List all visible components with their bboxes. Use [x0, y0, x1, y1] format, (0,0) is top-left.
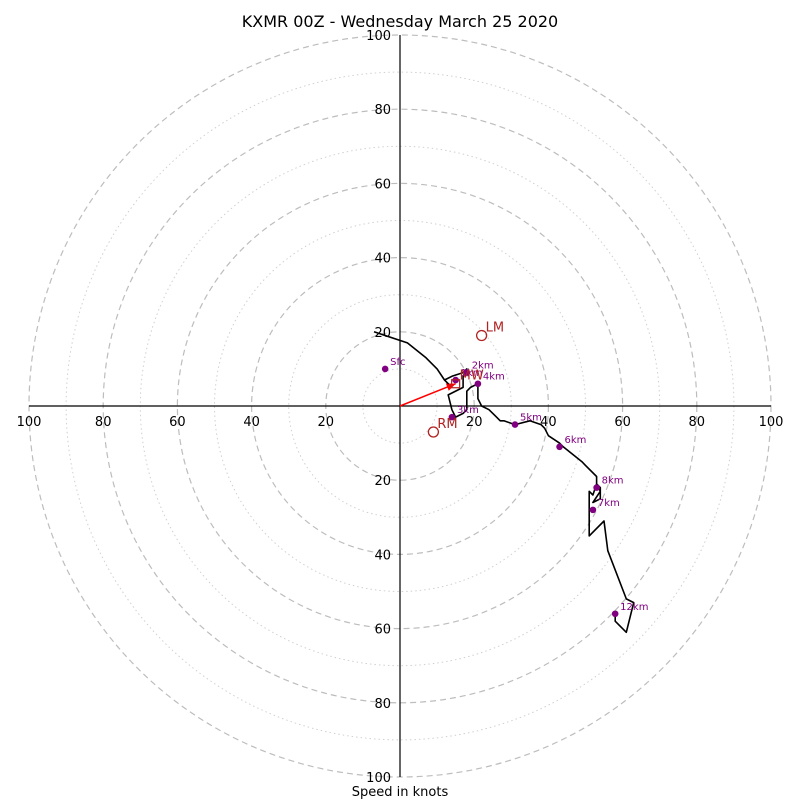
storm-motion-rm-label: RM [437, 417, 457, 432]
y-tick-label-bottom: 80 [374, 697, 391, 712]
storm-motion-rm-marker [427, 426, 440, 438]
x-tick-label-left: 20 [318, 415, 335, 430]
height-marker-dot [589, 506, 597, 514]
tick-labels: 20 20 20 40 40 40 60 60 60 80 80 80 100 100 100 100 80 60… [17, 29, 784, 786]
x-tick-label-left: 100 [17, 415, 42, 430]
y-tick-label-top: 20 [374, 326, 391, 341]
height-marker-label: 8km [602, 476, 624, 487]
mean-wind-vector [399, 383, 456, 407]
height-marker-dot [474, 380, 482, 388]
height-marker-label: 2km [472, 361, 494, 372]
height-marker-label: 7km [598, 498, 620, 509]
height-marker-label: 4km [483, 372, 505, 383]
storm-motion-markers: LM RM MW [427, 321, 504, 438]
x-tick-label-right: 80 [689, 415, 706, 430]
x-tick-label-right: 20 [466, 415, 483, 430]
y-tick-label-top: 60 [374, 177, 391, 192]
height-marker-dot [381, 365, 389, 373]
height-marker-label: 12km [620, 602, 648, 613]
storm-motion-lm-label: LM [486, 321, 504, 336]
height-marker-dot [556, 443, 563, 451]
mean-vector-line [399, 383, 456, 407]
x-tick-label-right: 40 [540, 415, 557, 430]
height-marker-dot [463, 369, 471, 376]
y-tick-label-bottom: 40 [374, 548, 391, 563]
y-tick-label-top: 80 [374, 103, 391, 118]
x-axis-label: Speed in knots [352, 785, 449, 800]
y-tick-label-bottom: 60 [374, 623, 391, 638]
x-tick-label-right: 100 [759, 415, 784, 430]
y-tick-label-bottom: 100 [366, 771, 391, 786]
height-marker-dot [593, 484, 600, 491]
mean-vector-arrowhead [445, 383, 456, 391]
height-marker-label: Sfc [390, 357, 405, 368]
height-marker-dot [511, 421, 519, 428]
y-tick-label-top: 40 [374, 252, 391, 267]
storm-motion-mw-label: MW [460, 369, 484, 384]
x-tick-label-left: 60 [169, 415, 186, 430]
storm-motion-mw-marker [451, 379, 461, 389]
height-marker-label: 1km [461, 368, 483, 379]
storm-motion-lm-marker [475, 329, 488, 342]
y-tick-label-top: 100 [366, 29, 391, 44]
height-marker-label: 5km [520, 413, 542, 424]
y-tick-label-bottom: 20 [374, 474, 391, 489]
x-tick-label-left: 80 [95, 415, 112, 430]
chart-title: KXMR 00Z - Wednesday March 25 2020 [242, 12, 558, 31]
height-marker-dot [611, 610, 619, 618]
x-tick-label-right: 60 [614, 415, 631, 430]
height-marker-dot [448, 413, 456, 421]
x-tick-label-left: 40 [243, 415, 260, 430]
height-marker-label: 3km [457, 405, 479, 416]
height-marker-label: 6km [565, 435, 587, 446]
